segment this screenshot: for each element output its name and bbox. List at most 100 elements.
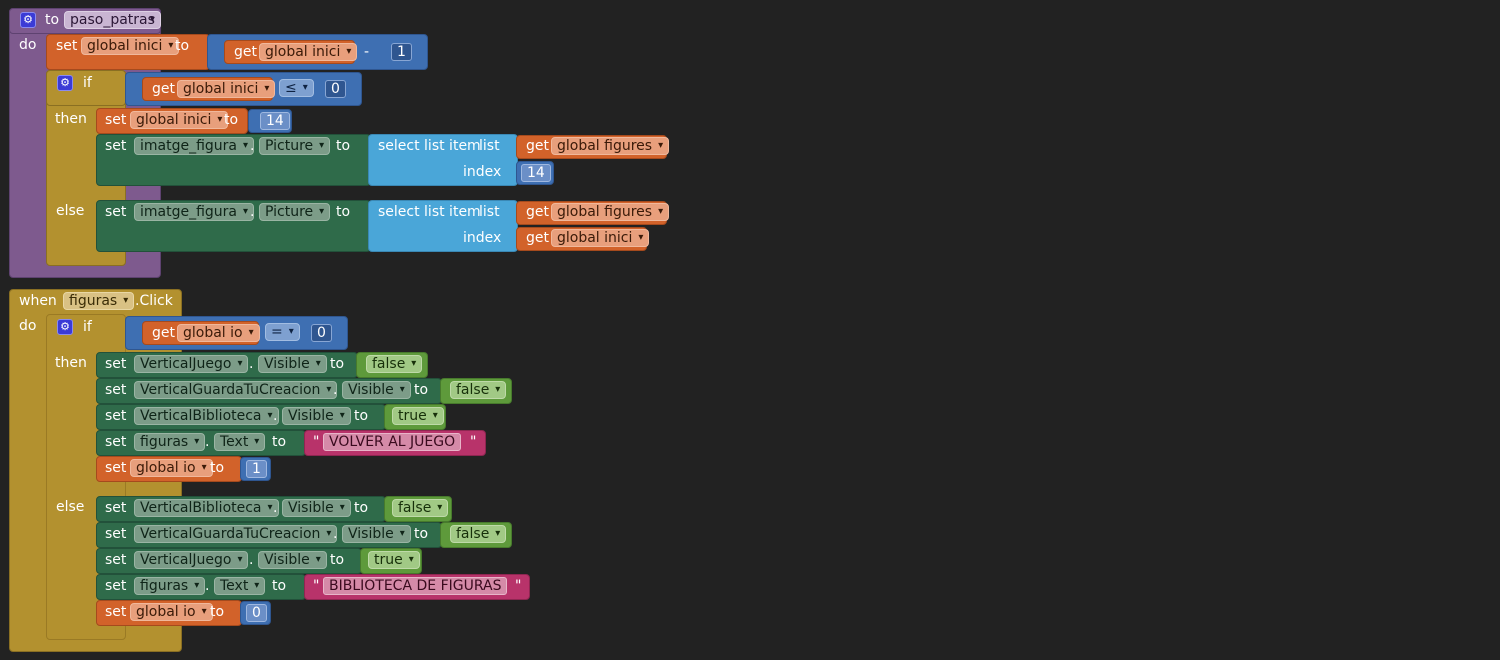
set-keyword: set xyxy=(105,434,127,450)
dot-separator: . xyxy=(249,356,254,372)
to-keyword: to xyxy=(414,382,429,398)
dot-separator: . xyxy=(250,204,255,220)
variable-dropdown[interactable]: global inici xyxy=(130,111,229,129)
property-dropdown[interactable]: Visible xyxy=(282,499,351,517)
operator-dropdown[interactable]: = xyxy=(265,323,300,341)
list-label: list xyxy=(479,204,500,220)
procedure-name-field[interactable]: paso_patras xyxy=(64,11,161,29)
dot-separator: . xyxy=(333,526,338,542)
property-dropdown[interactable]: Visible xyxy=(258,355,327,373)
boolean-dropdown[interactable]: true xyxy=(392,407,444,425)
then-keyword: then xyxy=(55,355,87,371)
do-keyword: do xyxy=(19,37,37,53)
component-dropdown[interactable]: figuras xyxy=(134,433,206,451)
component-dropdown[interactable]: imatge_figura xyxy=(134,137,255,155)
to-keyword: to xyxy=(354,408,369,424)
gear-icon[interactable]: ⚙ xyxy=(20,12,36,28)
set-keyword: set xyxy=(105,552,127,568)
to-keyword: to xyxy=(330,356,345,372)
variable-dropdown[interactable]: global io xyxy=(177,324,260,342)
number-field[interactable]: 0 xyxy=(325,80,346,98)
dot-separator: . xyxy=(273,408,278,424)
set-keyword: set xyxy=(105,408,127,424)
variable-dropdown[interactable]: global inici xyxy=(551,229,650,247)
number-field[interactable]: 14 xyxy=(521,164,551,182)
variable-dropdown[interactable]: global inici xyxy=(177,80,276,98)
component-dropdown[interactable]: VerticalJuego xyxy=(134,355,249,373)
boolean-dropdown[interactable]: false xyxy=(366,355,423,373)
property-dropdown[interactable]: Visible xyxy=(282,407,351,425)
set-keyword: set xyxy=(105,578,127,594)
component-dropdown[interactable]: VerticalBiblioteca xyxy=(134,407,279,425)
boolean-dropdown[interactable]: false xyxy=(450,525,507,543)
dot-separator: . xyxy=(249,552,254,568)
property-dropdown[interactable]: Text xyxy=(214,577,266,595)
component-dropdown[interactable]: VerticalGuardaTuCreacion xyxy=(134,381,338,399)
to-keyword: to xyxy=(272,578,287,594)
gear-icon[interactable]: ⚙ xyxy=(57,75,73,91)
variable-dropdown[interactable]: global inici xyxy=(259,43,358,61)
property-dropdown[interactable]: Text xyxy=(214,433,266,451)
component-dropdown[interactable]: VerticalJuego xyxy=(134,551,249,569)
number-field[interactable]: 0 xyxy=(311,324,332,342)
dot-separator: . xyxy=(333,382,338,398)
property-dropdown[interactable]: Visible xyxy=(258,551,327,569)
component-dropdown[interactable]: figuras xyxy=(134,577,206,595)
gear-icon[interactable]: ⚙ xyxy=(57,319,73,335)
then-keyword: then xyxy=(55,111,87,127)
property-dropdown[interactable]: Picture xyxy=(259,137,331,155)
select-list-item-block[interactable] xyxy=(368,134,518,186)
variable-dropdown[interactable]: global inici xyxy=(81,37,180,55)
property-dropdown[interactable]: Picture xyxy=(259,203,331,221)
to-keyword: to xyxy=(330,552,345,568)
open-quote: " xyxy=(313,578,320,594)
property-dropdown[interactable]: Visible xyxy=(342,381,411,399)
set-keyword: set xyxy=(105,604,127,620)
number-field[interactable]: 14 xyxy=(260,112,290,130)
list-label: list xyxy=(479,138,500,154)
boolean-dropdown[interactable]: false xyxy=(392,499,449,517)
variable-dropdown[interactable]: global io xyxy=(130,603,213,621)
do-keyword: do xyxy=(19,318,37,334)
property-dropdown[interactable]: Visible xyxy=(342,525,411,543)
else-keyword: else xyxy=(56,499,85,515)
index-label: index xyxy=(463,230,502,246)
if-keyword: if xyxy=(83,75,92,91)
open-quote: " xyxy=(313,434,320,450)
component-dropdown[interactable]: figuras xyxy=(63,292,135,310)
dot-separator: . xyxy=(250,138,255,154)
to-keyword: to xyxy=(224,112,239,128)
dot-separator: . xyxy=(205,578,210,594)
get-keyword: get xyxy=(152,325,175,341)
variable-dropdown[interactable]: global figures xyxy=(551,203,670,221)
dot-separator: . xyxy=(273,500,278,516)
to-keyword: to xyxy=(210,460,225,476)
variable-dropdown[interactable]: global figures xyxy=(551,137,670,155)
boolean-dropdown[interactable]: false xyxy=(450,381,507,399)
number-field[interactable]: 1 xyxy=(246,460,267,478)
component-dropdown[interactable]: imatge_figura xyxy=(134,203,255,221)
select-list-item-label: select list item xyxy=(378,204,481,220)
variable-dropdown[interactable]: global io xyxy=(130,459,213,477)
to-keyword: to xyxy=(336,138,351,154)
close-quote: " xyxy=(470,434,477,450)
to-keyword: to xyxy=(354,500,369,516)
string-field[interactable]: VOLVER AL JUEGO xyxy=(323,433,462,451)
number-field[interactable]: 1 xyxy=(391,43,412,61)
number-field[interactable]: 0 xyxy=(246,604,267,622)
to-keyword: to xyxy=(414,526,429,542)
get-keyword: get xyxy=(152,81,175,97)
set-keyword: set xyxy=(56,38,78,54)
when-keyword: when xyxy=(19,293,57,309)
string-field[interactable]: BIBLIOTECA DE FIGURAS xyxy=(323,577,508,595)
set-keyword: set xyxy=(105,382,127,398)
operator-dropdown[interactable]: ≤ xyxy=(279,79,314,97)
set-keyword: set xyxy=(105,500,127,516)
set-keyword: set xyxy=(105,138,127,154)
component-dropdown[interactable]: VerticalBiblioteca xyxy=(134,499,279,517)
minus-operator: - xyxy=(364,44,370,60)
boolean-dropdown[interactable]: true xyxy=(368,551,420,569)
component-dropdown[interactable]: VerticalGuardaTuCreacion xyxy=(134,525,338,543)
to-keyword: to xyxy=(45,12,60,28)
select-list-item-block[interactable] xyxy=(368,200,518,252)
